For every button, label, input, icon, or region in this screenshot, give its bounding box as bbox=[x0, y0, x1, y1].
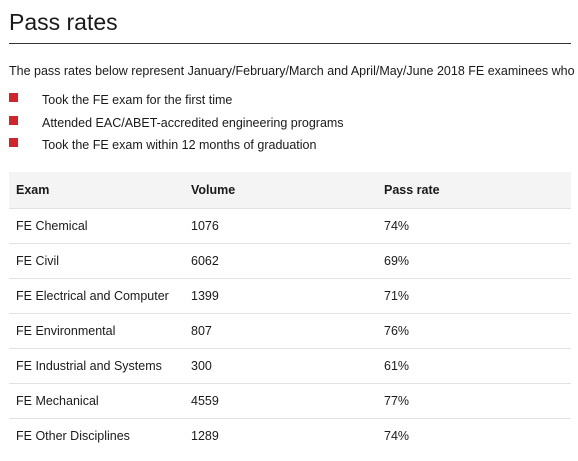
volume-cell: 1399 bbox=[184, 277, 377, 313]
pass-rate-cell: 77% bbox=[377, 382, 571, 418]
column-header-exam: Exam bbox=[16, 182, 50, 197]
table-row: FE Chemical 1076 74% bbox=[9, 207, 571, 243]
criteria-list: Took the FE exam for the first time Atte… bbox=[9, 92, 571, 160]
pass-rate-cell: 71% bbox=[377, 277, 571, 313]
pass-rate-cell: 74% bbox=[377, 417, 571, 453]
intro-text: The pass rates below represent January/F… bbox=[9, 64, 575, 78]
criteria-item: Took the FE exam within 12 months of gra… bbox=[9, 137, 571, 160]
column-header-volume: Volume bbox=[191, 182, 236, 197]
table-row: FE Mechanical 4559 77% bbox=[9, 382, 571, 418]
pass-rate-cell: 61% bbox=[377, 347, 571, 383]
table-row: FE Electrical and Computer 1399 71% bbox=[9, 277, 571, 313]
red-square-bullet-icon bbox=[9, 115, 18, 125]
criteria-item-label: Attended EAC/ABET-accredited engineering… bbox=[42, 115, 344, 130]
column-header-pass-rate: Pass rate bbox=[384, 182, 440, 197]
exam-cell: FE Civil bbox=[9, 242, 184, 278]
volume-cell: 1076 bbox=[184, 207, 377, 243]
pass-rate-cell: 74% bbox=[377, 207, 571, 243]
exam-cell: FE Electrical and Computer bbox=[9, 277, 184, 313]
red-square-bullet-icon bbox=[9, 138, 18, 147]
volume-cell: 6062 bbox=[184, 242, 377, 278]
page-content: Pass rates The pass rates below represen… bbox=[9, 0, 575, 453]
pass-rates-table: Exam Volume Pass rate FE Chemical 1076 7… bbox=[9, 171, 571, 453]
exam-cell: FE Chemical bbox=[9, 207, 184, 243]
table-header-row: Exam Volume Pass rate bbox=[9, 171, 571, 208]
criteria-item: Took the FE exam for the first time bbox=[9, 92, 571, 115]
table-row: FE Environmental 807 76% bbox=[9, 312, 571, 348]
exam-cell: FE Other Disciplines bbox=[9, 417, 184, 453]
criteria-item-label: Took the FE exam within 12 months of gra… bbox=[42, 138, 317, 152]
red-square-bullet-icon bbox=[9, 93, 18, 102]
table-row: FE Civil 6062 69% bbox=[9, 242, 571, 278]
page-title: Pass rates bbox=[9, 9, 118, 35]
exam-cell: FE Industrial and Systems bbox=[9, 347, 184, 383]
exam-cell: FE Environmental bbox=[9, 312, 184, 348]
table-row: FE Industrial and Systems 300 61% bbox=[9, 347, 571, 383]
criteria-item: Attended EAC/ABET-accredited engineering… bbox=[9, 115, 571, 138]
table-row: FE Other Disciplines 1289 74% bbox=[9, 417, 571, 453]
pass-rate-cell: 76% bbox=[377, 312, 571, 348]
volume-cell: 4559 bbox=[184, 382, 377, 418]
pass-rate-cell: 69% bbox=[377, 242, 571, 278]
title-divider bbox=[9, 43, 571, 44]
volume-cell: 807 bbox=[184, 312, 377, 348]
exam-cell: FE Mechanical bbox=[9, 382, 184, 418]
volume-cell: 300 bbox=[184, 347, 377, 383]
volume-cell: 1289 bbox=[184, 417, 377, 453]
criteria-item-label: Took the FE exam for the first time bbox=[42, 93, 233, 107]
